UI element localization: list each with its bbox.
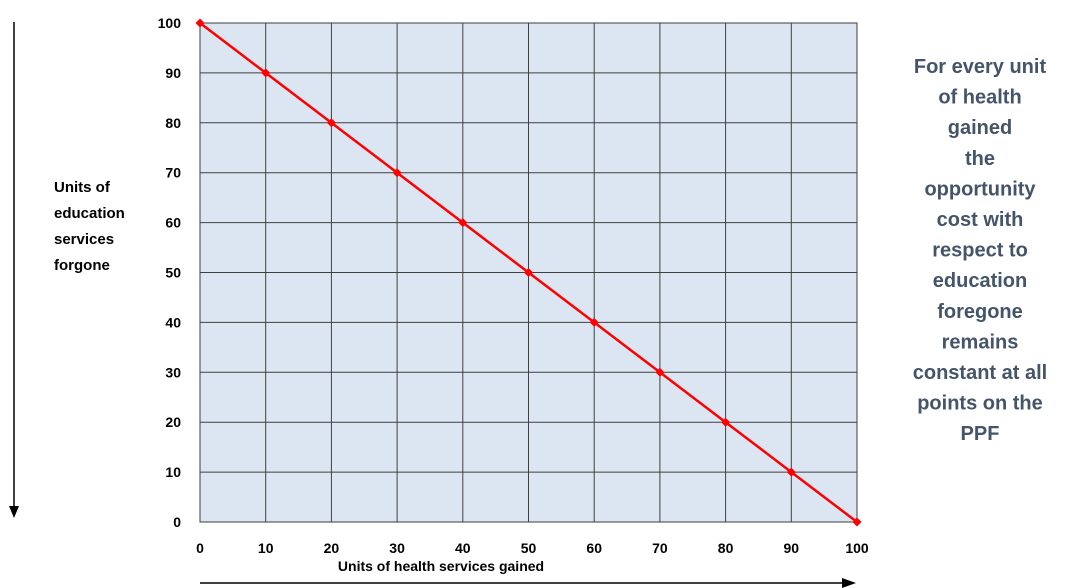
y-axis-label-line: services: [54, 231, 114, 248]
data-point: [589, 317, 599, 327]
y-tick-label: 10: [165, 464, 181, 480]
data-point: [721, 417, 731, 427]
x-axis-label: Units of health services gained: [338, 558, 544, 574]
data-points: [195, 18, 862, 527]
y-axis-label: Units of education services forgone: [54, 179, 125, 274]
annotation-text: For every unit of health gained the opportun…: [913, 56, 1047, 445]
annotation-line: constant at all: [913, 362, 1047, 384]
data-point: [786, 467, 796, 477]
y-tick-label: 100: [158, 15, 182, 31]
data-point: [392, 168, 402, 178]
annotation-line: opportunity: [924, 178, 1036, 200]
y-tick-label: 90: [165, 65, 181, 81]
x-tick-label: 100: [845, 540, 869, 556]
data-point: [524, 268, 533, 277]
x-tick-label: 50: [521, 540, 537, 556]
y-tick-label: 50: [165, 265, 181, 281]
x-tick-label: 0: [196, 540, 204, 556]
annotation-line: remains: [942, 331, 1019, 353]
data-point: [261, 68, 271, 78]
y-tick-label: 60: [165, 215, 181, 231]
x-tick-label: 10: [258, 540, 274, 556]
annotation-line: respect to: [932, 240, 1028, 262]
annotation-line: education: [933, 270, 1027, 292]
data-point: [458, 218, 468, 228]
y-tick-label: 80: [165, 115, 181, 131]
y-axis-label-line: education: [54, 205, 125, 222]
annotation-line: PPF: [961, 423, 1000, 445]
y-tick-label: 20: [165, 414, 181, 430]
x-tick-label: 20: [324, 540, 340, 556]
x-tick-label: 90: [784, 540, 800, 556]
x-tick-label: 30: [389, 540, 405, 556]
x-tick-labels: 0 10 20 30 40 50 60 70 80 90 100: [196, 540, 869, 556]
data-point: [195, 18, 205, 28]
y-axis-label-line: Units of: [54, 179, 111, 196]
annotation-line: of health: [938, 87, 1021, 109]
y-tick-label: 30: [165, 364, 181, 380]
y-tick-label: 70: [165, 165, 181, 181]
data-point: [852, 517, 862, 527]
grid-lines: [199, 22, 858, 523]
x-tick-label: 70: [652, 540, 668, 556]
right-arrow-icon: [200, 578, 856, 588]
x-tick-label: 60: [586, 540, 602, 556]
y-axis-label-line: forgone: [54, 257, 110, 274]
data-point: [326, 118, 336, 128]
y-tick-label: 0: [173, 514, 181, 530]
y-tick-labels: 0 10 20 30 40 50 60 70 80 90 100: [158, 15, 182, 530]
x-tick-label: 40: [455, 540, 471, 556]
annotation-line: points on the: [917, 393, 1043, 415]
annotation-line: For every unit: [914, 56, 1047, 78]
data-point: [655, 367, 665, 377]
annotation-line: gained: [948, 117, 1012, 139]
annotation-line: foregone: [937, 301, 1023, 323]
down-arrow-icon: [9, 22, 19, 518]
y-tick-label: 40: [165, 314, 181, 330]
annotation-line: cost with: [937, 209, 1024, 231]
annotation-line: the: [965, 148, 995, 170]
x-tick-label: 80: [718, 540, 734, 556]
